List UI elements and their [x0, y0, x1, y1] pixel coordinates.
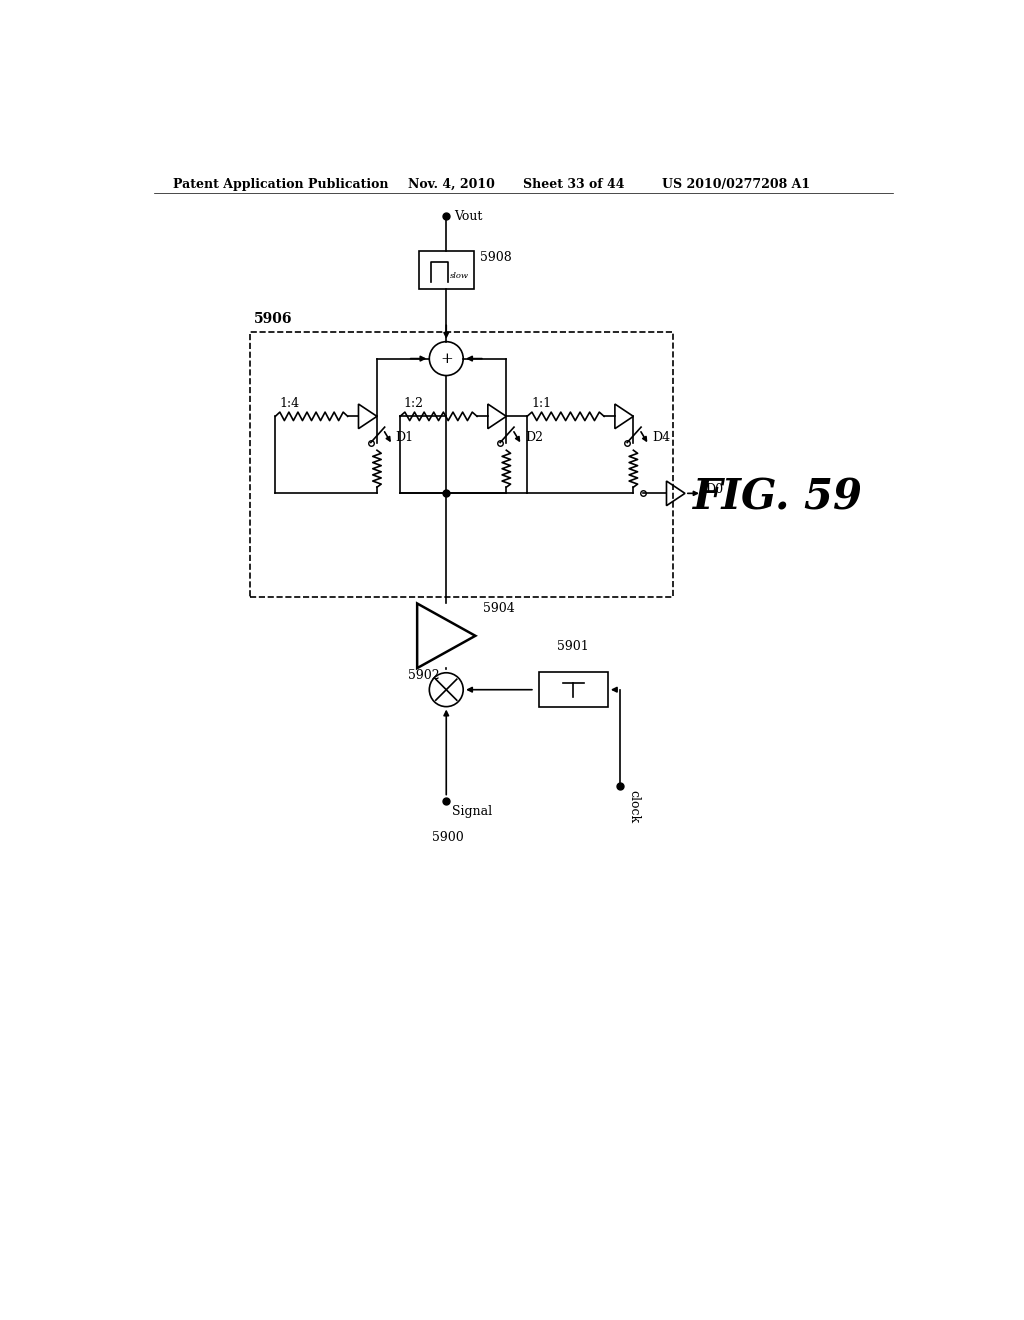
Text: D2: D2	[524, 430, 543, 444]
Text: 5908: 5908	[480, 251, 512, 264]
Text: Nov. 4, 2010: Nov. 4, 2010	[408, 178, 495, 190]
Circle shape	[429, 673, 463, 706]
Text: 5904: 5904	[483, 602, 515, 615]
Text: clock: clock	[628, 789, 640, 822]
Circle shape	[429, 342, 463, 376]
Text: D0: D0	[705, 483, 723, 496]
Text: 5901: 5901	[557, 640, 589, 653]
Text: FIG. 59: FIG. 59	[692, 477, 862, 519]
Bar	[419, 251, 474, 289]
Text: Vout: Vout	[454, 210, 482, 223]
Text: US 2010/0277208 A1: US 2010/0277208 A1	[662, 178, 810, 190]
Text: slow: slow	[451, 272, 469, 280]
Text: D1: D1	[395, 430, 414, 444]
Bar	[250, 331, 674, 598]
Text: Sheet 33 of 44: Sheet 33 of 44	[523, 178, 625, 190]
Text: Signal: Signal	[453, 805, 493, 818]
Text: 5902: 5902	[408, 669, 439, 682]
Text: 5906: 5906	[254, 313, 292, 326]
Bar	[539, 672, 608, 708]
Text: 5900: 5900	[432, 830, 464, 843]
Text: Patent Application Publication: Patent Application Publication	[173, 178, 388, 190]
Text: +: +	[440, 351, 453, 366]
Text: D4: D4	[652, 430, 670, 444]
Text: 1:4: 1:4	[280, 397, 299, 411]
Text: 1:2: 1:2	[403, 397, 424, 411]
Text: 1:1: 1:1	[531, 397, 551, 411]
Polygon shape	[417, 603, 475, 668]
